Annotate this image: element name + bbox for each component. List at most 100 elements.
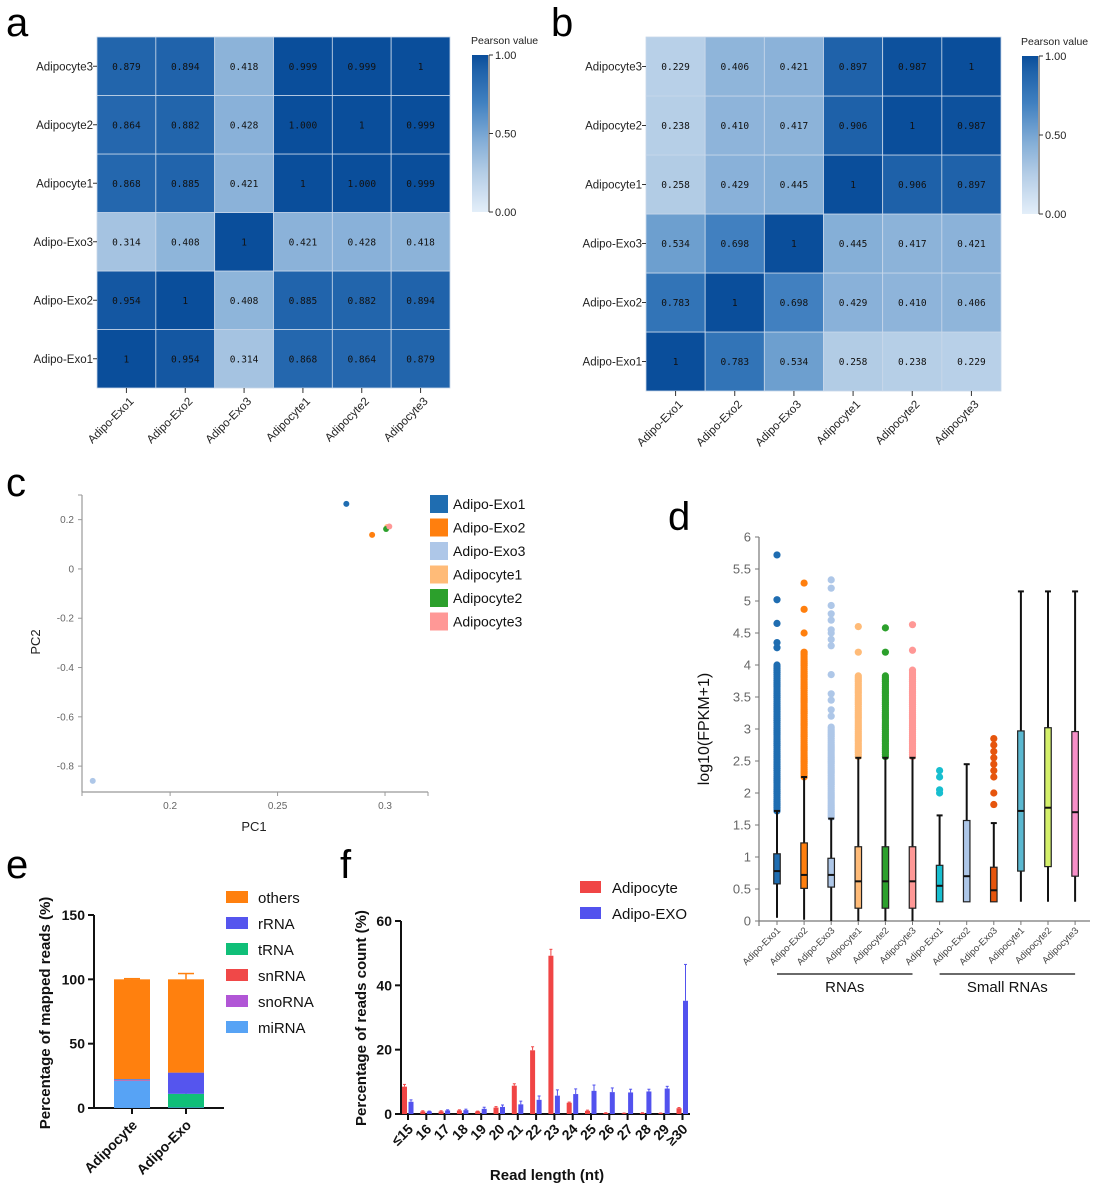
legend-swatch [226, 891, 248, 903]
x-tick-label: 0.3 [378, 801, 392, 812]
heatmap-a: 1 0.954 0.314 0.868 0.864 0.879 0.954 1 0.408 0.8… [34, 35, 539, 446]
col-label: Adipo-Exo2 [694, 399, 745, 450]
heatmap-cell-label: 0.954 [112, 296, 141, 307]
heatmap-cell-label: 1 [791, 239, 797, 250]
row-label: Adipocyte2 [585, 121, 642, 133]
bar-segment-rrna [114, 1079, 150, 1080]
outlier-point [827, 696, 835, 704]
heatmap-cell [882, 154, 943, 215]
heatmap-cell [155, 329, 216, 389]
heatmap-cell [155, 153, 216, 213]
bar-adipo-exo [481, 1108, 487, 1114]
bar-segment-others [114, 979, 150, 1080]
heatmap-cell [96, 36, 157, 96]
y-tick-label: 5.5 [733, 562, 751, 577]
heatmap-cell [273, 212, 333, 272]
box [962, 819, 971, 903]
row-label: Adipo-Exo3 [583, 239, 642, 251]
heatmap-cell [882, 272, 943, 333]
legend-label: snoRNA [258, 994, 314, 1011]
y-tick-label: 0.5 [733, 882, 751, 897]
heatmap-cell [96, 329, 157, 389]
heatmap-cell [331, 153, 392, 213]
point-adipo-exo1 [343, 500, 350, 507]
heatmap-cell-label: 0.258 [661, 180, 690, 191]
outlier-point [827, 601, 835, 610]
col-label: Adipo-Exo3 [204, 396, 255, 447]
bar-adipocyte [530, 1050, 536, 1114]
heatmap-cell-label: 1 [418, 62, 424, 73]
heatmap-cell-label: 0.864 [112, 120, 141, 131]
outlier-point [990, 754, 998, 762]
outlier-point [990, 735, 998, 743]
col-label: Adipo-Exo2 [145, 396, 196, 447]
heatmap-cell-label: 1 [850, 180, 856, 191]
heatmap-cell-label: 0.445 [839, 239, 868, 250]
y-tick-label: 0 [384, 1106, 392, 1122]
point-adipo-exo2 [369, 531, 376, 538]
heatmap-cell [273, 270, 333, 330]
heatmap-cell [390, 212, 451, 272]
heatmap-cell-label: 0.894 [406, 296, 435, 307]
heatmap-cell-label: 0.428 [230, 120, 259, 131]
heatmap-cell-label: 0.406 [957, 298, 986, 309]
outlier-point [990, 789, 998, 797]
outlier-point [827, 610, 835, 618]
legend-swatch [226, 943, 248, 955]
row-label: Adipocyte1 [585, 180, 642, 192]
outlier-point [936, 773, 944, 781]
bar-adipo-exo [664, 1088, 670, 1114]
heatmap-cell [763, 36, 824, 97]
box [908, 846, 917, 909]
heatmap-cell [941, 95, 1002, 156]
legend-swatch [580, 907, 601, 919]
box [1017, 730, 1025, 872]
colorbar-title: Pearson value [1021, 36, 1088, 48]
x-tick-label: ≥30 [663, 1121, 691, 1149]
heatmap-cell [941, 213, 1002, 274]
bar-adipocyte [438, 1111, 444, 1114]
bar-adipo-exo [426, 1111, 432, 1114]
legend-label: snRNA [258, 968, 306, 985]
bar-adipo-exo [646, 1091, 652, 1114]
bar-segment-snorna [114, 1080, 150, 1081]
outlier-point [773, 619, 781, 628]
panel-letter-b: b [551, 1, 573, 45]
legend-label: rRNA [258, 916, 295, 933]
y-tick-label: 6 [744, 530, 751, 545]
y-axis-label: Percentage of mapped reads (%) [37, 897, 54, 1130]
bar-adipocyte [585, 1110, 590, 1114]
outlier-point [990, 767, 998, 775]
heatmap-cell-label: 1 [732, 298, 738, 309]
heatmap-cell-label: 0.238 [898, 357, 927, 368]
heatmap-cell-label: 0.897 [957, 180, 986, 191]
heatmap-cell [273, 36, 333, 96]
heatmap-cell [390, 329, 451, 389]
outlier-point [990, 741, 998, 749]
bar-adipocyte [676, 1108, 682, 1114]
bar-adipocyte [658, 1113, 664, 1114]
heatmap-cell [214, 95, 274, 155]
point-adipocyte3 [386, 523, 393, 530]
outlier-point [827, 626, 835, 634]
heatmap-cell-label: 0.534 [661, 239, 690, 250]
row-label: Adipocyte2 [36, 120, 93, 132]
outlier-point [800, 605, 808, 613]
row-label: Adipocyte1 [36, 178, 93, 190]
bar-adipo-exo [536, 1099, 542, 1114]
heatmap-cell-label: 0.879 [406, 354, 435, 365]
heatmap-cell-label: 1 [241, 237, 247, 248]
outlier-point [800, 579, 808, 587]
bar-adipo-exo [591, 1090, 597, 1114]
outlier-point [990, 800, 998, 809]
heatmap-cell-label: 0.894 [171, 62, 200, 73]
outlier-point [773, 596, 781, 604]
heatmap-cell-label: 0.783 [720, 357, 749, 368]
y-tick-label: 4 [744, 658, 751, 673]
outlier-point [827, 642, 835, 650]
heatmap-cell-label: 1 [182, 296, 188, 307]
y-tick-label: 50 [69, 1036, 85, 1052]
bar-adipocyte [493, 1107, 499, 1114]
bar-adipocyte [420, 1111, 426, 1114]
heatmap-cell [214, 153, 274, 213]
